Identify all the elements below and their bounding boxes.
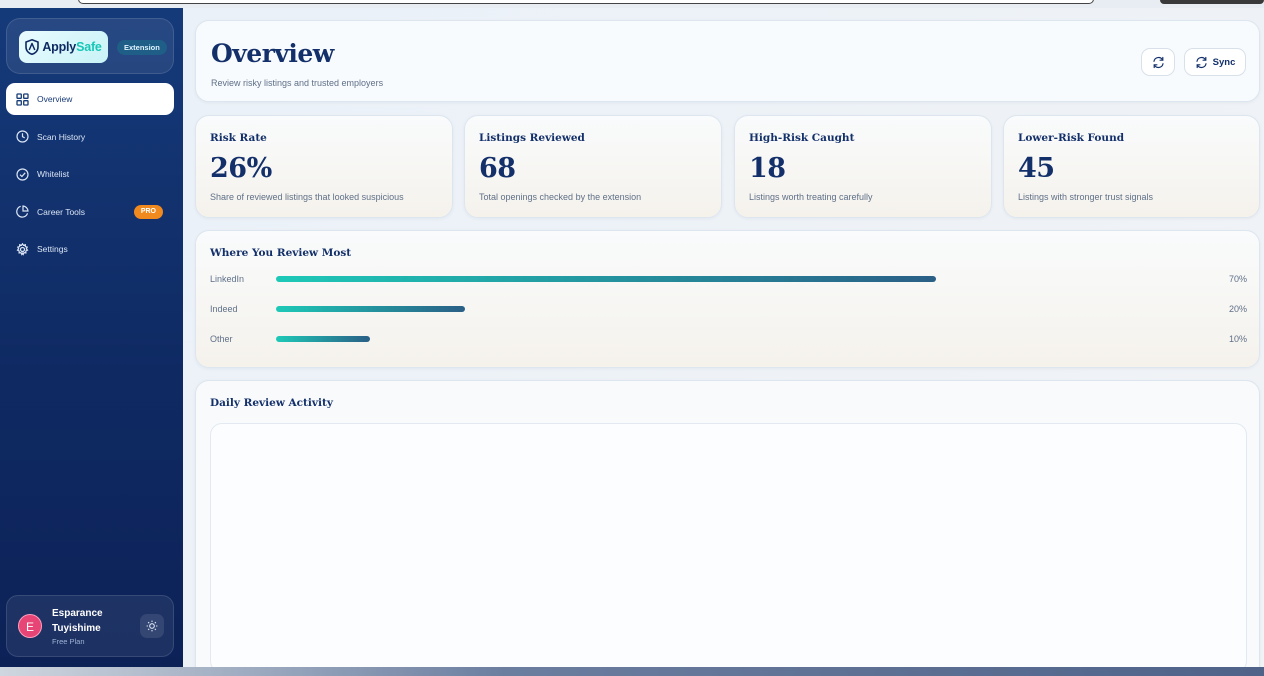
source-label: Indeed bbox=[210, 304, 238, 314]
source-row-linkedin: LinkedIn 70% bbox=[210, 272, 1247, 286]
source-label: LinkedIn bbox=[210, 274, 245, 284]
page-title: Overview bbox=[211, 39, 334, 68]
sync-icon bbox=[1196, 56, 1207, 68]
avatar: E bbox=[18, 614, 42, 638]
theme-toggle-button[interactable] bbox=[140, 614, 164, 638]
applysafe-logo[interactable]: ApplySafe bbox=[19, 31, 108, 63]
brand-name: ApplySafe bbox=[42, 40, 102, 54]
sidebar-item-label: Overview bbox=[37, 94, 73, 104]
source-bar-track bbox=[276, 306, 1219, 312]
page-subtitle: Review risky listings and trusted employ… bbox=[211, 78, 384, 88]
stat-title: High-Risk Caught bbox=[749, 132, 855, 144]
source-percent: 20% bbox=[1228, 304, 1247, 314]
brand-card: ApplySafe Extension bbox=[6, 18, 174, 74]
source-percent: 70% bbox=[1228, 274, 1247, 284]
stat-title: Risk Rate bbox=[210, 132, 267, 144]
review-sources-card: Where You Review Most LinkedIn 70% Indee… bbox=[195, 230, 1260, 368]
sidebar: ApplySafe Extension Overview Scan Histor… bbox=[0, 8, 183, 667]
source-label: Other bbox=[210, 334, 233, 344]
source-bar-track bbox=[276, 336, 1219, 342]
grid-icon bbox=[16, 92, 29, 106]
source-bar-track bbox=[276, 276, 1219, 282]
stat-description: Listings worth treating carefully bbox=[749, 192, 873, 202]
shield-logo-icon bbox=[25, 39, 40, 55]
daily-activity-card: Daily Review Activity bbox=[195, 380, 1260, 676]
stat-card-listings-reviewed: Listings Reviewed 68 Total openings chec… bbox=[464, 115, 722, 218]
user-card[interactable]: E Esparance Tuyishime Free Plan bbox=[6, 595, 174, 657]
source-bar-fill bbox=[276, 336, 371, 342]
stat-value: 18 bbox=[749, 153, 786, 184]
sidebar-item-settings[interactable]: Settings bbox=[6, 233, 174, 265]
stat-card-risk-rate: Risk Rate 26% Share of reviewed listings… bbox=[195, 115, 453, 218]
user-name: Esparance Tuyishime bbox=[52, 608, 103, 634]
sidebar-item-label: Whitelist bbox=[37, 169, 70, 179]
sidebar-item-whitelist[interactable]: Whitelist bbox=[6, 158, 174, 190]
stat-card-high-risk-caught: High-Risk Caught 18 Listings worth treat… bbox=[734, 115, 992, 218]
stat-value: 26% bbox=[210, 153, 272, 184]
source-bar-fill bbox=[276, 276, 937, 282]
refresh-button[interactable] bbox=[1141, 48, 1175, 76]
pro-badge: PRO bbox=[133, 204, 163, 219]
sun-icon bbox=[146, 620, 158, 632]
main-content: Overview Review risky listings and trust… bbox=[183, 8, 1264, 676]
address-bar bbox=[78, 0, 1094, 4]
stat-title: Lower-Risk Found bbox=[1018, 132, 1125, 144]
refresh-icon bbox=[1152, 56, 1164, 68]
stat-description: Listings with stronger trust signals bbox=[1018, 192, 1154, 202]
gear-icon bbox=[16, 242, 29, 256]
sync-label: Sync bbox=[1212, 56, 1236, 68]
browser-control bbox=[1160, 0, 1264, 4]
sidebar-item-label: Career Tools bbox=[37, 206, 86, 217]
stat-card-lower-risk-found: Lower-Risk Found 45 Listings with strong… bbox=[1003, 115, 1260, 218]
sidebar-nav: Overview Scan History Whitelist Career T… bbox=[6, 83, 174, 271]
stat-description: Share of reviewed listings that looked s… bbox=[210, 192, 404, 202]
user-plan: Free Plan bbox=[52, 637, 85, 646]
source-bar-fill bbox=[276, 306, 465, 312]
section-title: Daily Review Activity bbox=[210, 397, 333, 409]
stat-title: Listings Reviewed bbox=[479, 132, 585, 144]
page-header: Overview Review risky listings and trust… bbox=[195, 20, 1260, 102]
source-percent: 10% bbox=[1228, 334, 1247, 344]
brand-name-part2: Safe bbox=[76, 40, 102, 54]
sidebar-item-label: Scan History bbox=[37, 131, 86, 142]
stat-description: Total openings checked by the extension bbox=[479, 192, 642, 202]
pie-chart-icon bbox=[16, 205, 29, 218]
clock-icon bbox=[16, 130, 29, 143]
sync-button[interactable]: Sync bbox=[1184, 48, 1246, 76]
sidebar-item-label: Settings bbox=[37, 244, 68, 254]
stat-value: 68 bbox=[479, 153, 516, 184]
brand-name-part1: Apply bbox=[42, 40, 77, 54]
browser-top-strip bbox=[0, 0, 1264, 8]
bottom-strip bbox=[0, 667, 1264, 676]
activity-chart-area bbox=[210, 423, 1247, 673]
source-row-other: Other 10% bbox=[210, 332, 1247, 346]
stat-value: 45 bbox=[1018, 153, 1055, 184]
sidebar-item-overview[interactable]: Overview bbox=[6, 83, 174, 115]
sidebar-item-scan-history[interactable]: Scan History bbox=[6, 121, 174, 153]
extension-badge: Extension bbox=[117, 40, 167, 55]
source-row-indeed: Indeed 20% bbox=[210, 302, 1247, 316]
sidebar-item-career-tools[interactable]: Career Tools PRO bbox=[6, 196, 174, 228]
check-circle-icon bbox=[16, 167, 29, 181]
section-title: Where You Review Most bbox=[210, 247, 352, 259]
